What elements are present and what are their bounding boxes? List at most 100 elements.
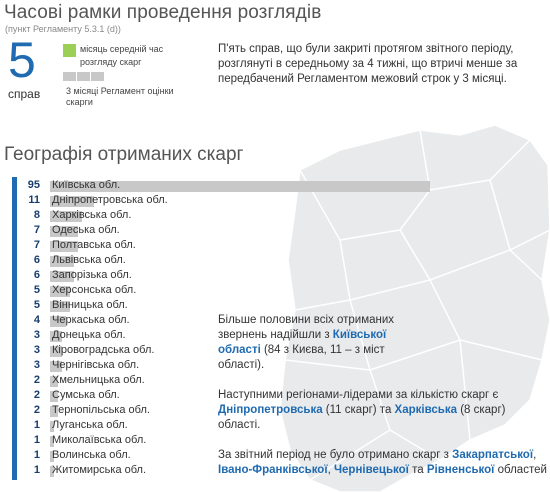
note-highlight: Закарпатської [452, 449, 534, 461]
region-count: 1 [33, 449, 40, 461]
note-highlight: Івано-Франківської [218, 464, 328, 476]
region-name: Київська обл. [52, 179, 121, 191]
region-name: Одеська обл. [52, 224, 120, 236]
region-bar [50, 286, 70, 297]
note-highlight: Рівненської [426, 464, 495, 476]
note-text: , [533, 449, 537, 461]
region-bar [50, 256, 74, 267]
region-name: Житомирська обл. [52, 464, 147, 476]
region-bar [50, 451, 54, 462]
note-highlight: Чернівецької [333, 464, 409, 476]
region-row: 3 Чернігівська обл. [20, 358, 420, 373]
region-name: Луганська обл. [52, 419, 128, 431]
legend-grey-swatch [77, 72, 90, 81]
region-bar [50, 421, 54, 432]
region-count: 7 [33, 239, 40, 251]
region-row: 3 Донецька обл. [20, 328, 420, 343]
region-row: 11 Дніпропетровська обл. [20, 193, 420, 208]
note-highlight: Дніпропетровська [218, 404, 323, 416]
region-count: 3 [33, 344, 40, 356]
region-bar [50, 271, 74, 282]
region-bar [50, 181, 430, 192]
region-bar-chart: 95 Київська обл. 11 Дніпропетровська обл. 8 Х… [20, 178, 430, 478]
region-bar [50, 391, 58, 402]
region-name: Львівська обл. [52, 254, 126, 266]
region-row: 2 Сумська обл. [20, 388, 420, 403]
region-row: 2 Хмельницька обл. [20, 373, 420, 388]
region-name: Херсонська обл. [52, 284, 137, 296]
note-text: (11 скарг) та [322, 404, 395, 416]
legend-green-label: місяць середній час розгляду скарг [80, 44, 164, 67]
cases-count: 5 [8, 32, 36, 88]
region-bar [50, 301, 70, 312]
region-name: Чернігівська обл. [52, 359, 140, 371]
region-count: 6 [33, 269, 40, 281]
region-row: 8 Харківська обл. [20, 208, 420, 223]
region-name: Дніпропетровська обл. [52, 194, 168, 206]
chart-accent-bar [12, 177, 17, 480]
region-row: 5 Херсонська обл. [20, 283, 420, 298]
region-name: Кіровоградська обл. [52, 344, 155, 356]
region-count: 1 [33, 419, 40, 431]
note-no-complaints: За звітний період не було отримано скарг… [218, 448, 548, 478]
region-count: 8 [33, 209, 40, 221]
note-text: областей [494, 464, 547, 476]
region-count: 2 [33, 389, 40, 401]
region-count: 11 [28, 194, 40, 206]
section-title-geography: Географія отриманих скарг [4, 144, 244, 165]
region-count: 4 [33, 314, 40, 326]
region-row: 5 Вінницька обл. [20, 298, 420, 313]
region-name: Миколаївська обл. [52, 434, 147, 446]
region-row: 2 Тернопільська обл. [20, 403, 420, 418]
region-bar [50, 241, 78, 252]
region-bar [50, 466, 54, 477]
region-bar [50, 196, 94, 207]
region-name: Донецька обл. [52, 329, 126, 341]
intro-paragraph: П'ять справ, що були закриті протягом зв… [218, 43, 518, 85]
region-row: 6 Львівська обл. [20, 253, 420, 268]
region-name: Черкаська обл. [52, 314, 130, 326]
note-text: , [327, 464, 334, 476]
note-text: За звітний період не було отримано скарг… [218, 449, 453, 461]
note-text: Більше половини всіх отриманих звернень … [218, 314, 395, 341]
legend-grey-swatch [91, 72, 104, 81]
region-count: 1 [33, 464, 40, 476]
cases-unit: справ [8, 87, 41, 101]
region-count: 2 [33, 404, 40, 416]
region-bar [50, 346, 62, 357]
region-count: 2 [33, 374, 40, 386]
region-row: 6 Запорізька обл. [20, 268, 420, 283]
region-row: 95 Київська обл. [20, 178, 430, 193]
region-count: 6 [33, 254, 40, 266]
section-subtitle: (пункт Регламенту 5.3.1 (d)) [5, 24, 121, 34]
region-name: Вінницька обл. [52, 299, 128, 311]
legend-grey-swatch [63, 72, 76, 81]
region-name: Харківська обл. [52, 209, 132, 221]
region-name: Полтавська обл. [52, 239, 136, 251]
region-bar [50, 436, 54, 447]
legend-grey-label: 3 місяці Регламент оцінки скарги [66, 86, 174, 107]
region-row: 4 Черкаська обл. [20, 313, 420, 328]
note-text: (84 з Києва, 11 – з міст області). [218, 344, 385, 371]
region-row: 1 Волинська обл. [20, 448, 420, 463]
region-count: 1 [33, 434, 40, 446]
section-title-timeframes: Часові рамки проведення розглядів [4, 2, 322, 23]
region-count: 3 [33, 329, 40, 341]
note-text: (8 скарг) області. [218, 404, 506, 431]
region-count: 3 [33, 359, 40, 371]
region-row: 1 Миколаївська обл. [20, 433, 420, 448]
region-name: Запорізька обл. [52, 269, 132, 281]
region-name: Тернопільська обл. [52, 404, 150, 416]
region-row: 7 Одеська обл. [20, 223, 420, 238]
region-row: 1 Луганська обл. [20, 418, 420, 433]
region-bar [50, 361, 62, 372]
region-name: Хмельницька обл. [52, 374, 145, 386]
region-bar [50, 211, 82, 222]
note-text: та [408, 464, 427, 476]
legend-green-swatch [63, 44, 76, 57]
region-row: 1 Житомирська обл. [20, 463, 420, 478]
note-leaders: Наступними регіонами-лідерами за кількіс… [218, 388, 518, 433]
region-row: 7 Полтавська обл. [20, 238, 420, 253]
region-count: 5 [33, 284, 40, 296]
region-count: 95 [27, 179, 40, 191]
